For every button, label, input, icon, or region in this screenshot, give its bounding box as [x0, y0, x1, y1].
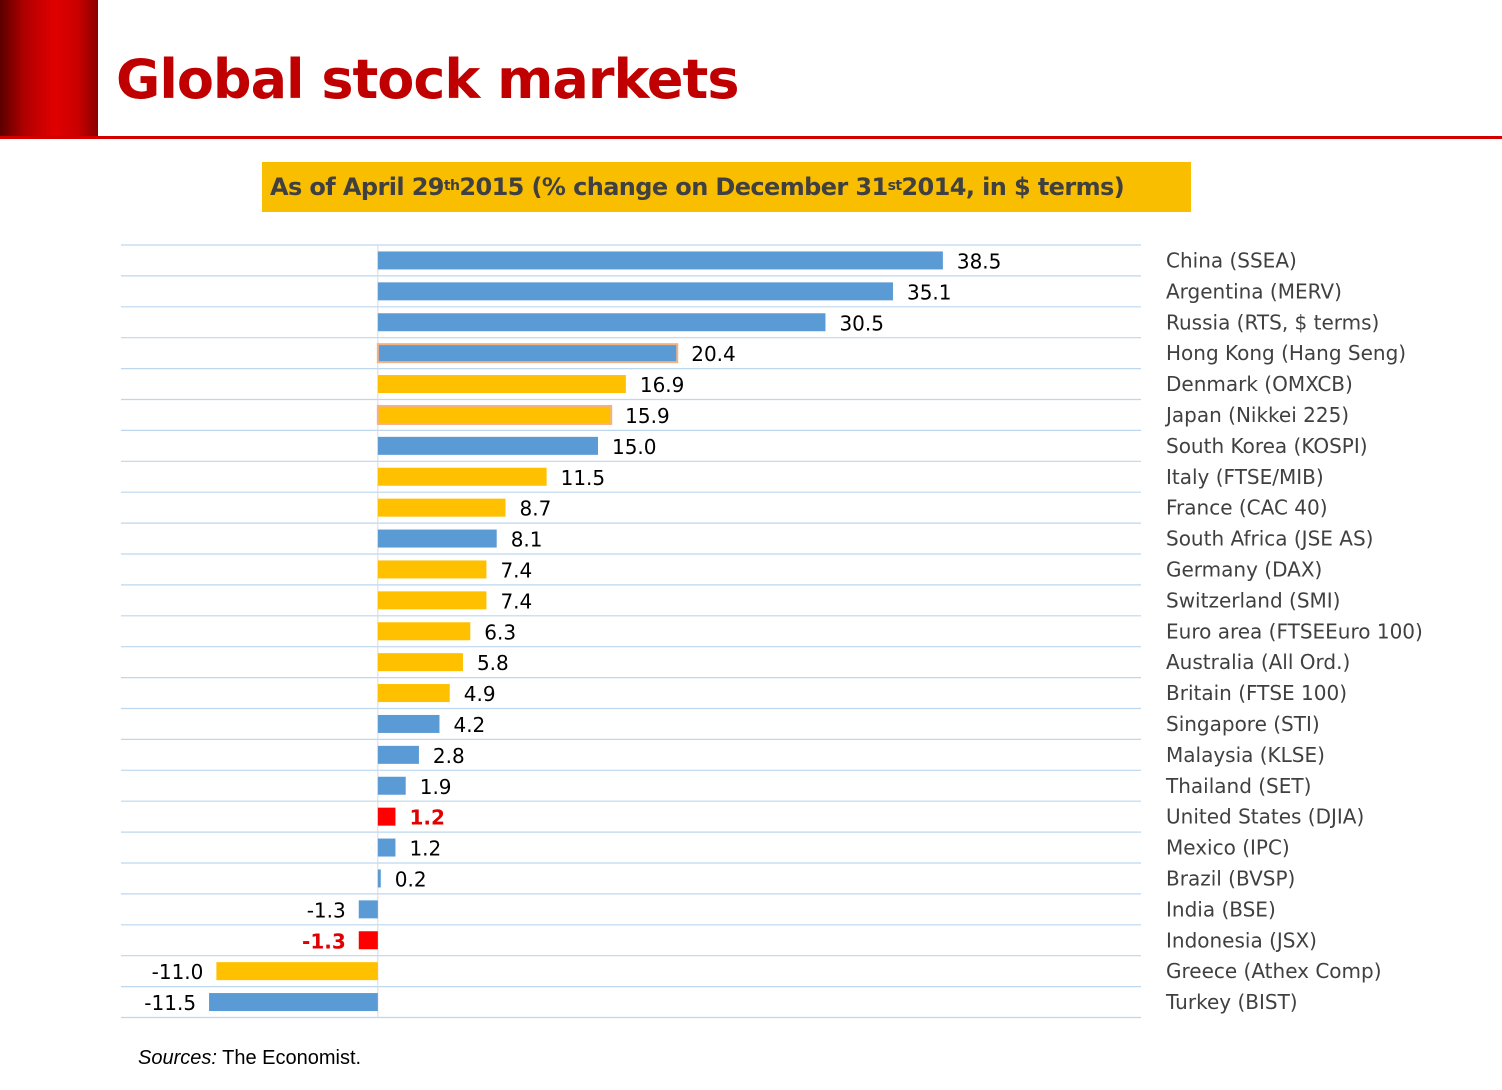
- category-label: Brazil (BVSP): [1166, 866, 1295, 890]
- category-label: France (CAC 40): [1166, 496, 1328, 520]
- category-label: Britain (FTSE 100): [1166, 681, 1347, 705]
- title-accent-block: [0, 0, 98, 137]
- value-label: 1.2: [409, 806, 444, 830]
- category-label: South Korea (KOSPI): [1166, 434, 1368, 458]
- category-label: Hong Kong (Hang Seng): [1166, 341, 1406, 365]
- value-label: 7.4: [500, 589, 532, 613]
- bar-23: [216, 962, 378, 981]
- category-label: Greece (Athex Comp): [1166, 959, 1382, 983]
- category-label: Germany (DAX): [1166, 557, 1322, 581]
- bar-18: [377, 807, 396, 826]
- bar-8: [377, 498, 506, 517]
- bar-24: [209, 993, 378, 1012]
- bar-2: [377, 313, 826, 332]
- value-label: 6.3: [484, 620, 516, 644]
- bar-17: [377, 776, 406, 795]
- value-label: -1.3: [307, 898, 346, 922]
- value-label: 0.2: [395, 867, 427, 891]
- category-label: India (BSE): [1166, 897, 1276, 921]
- category-label: Russia (RTS, $ terms): [1166, 310, 1379, 334]
- category-label: China (SSEA): [1166, 248, 1297, 272]
- category-label: Italy (FTSE/MIB): [1166, 465, 1324, 489]
- category-label: Switzerland (SMI): [1166, 588, 1340, 612]
- value-label: 4.2: [453, 713, 485, 737]
- sources-note: Sources: The Economist.: [138, 1047, 361, 1070]
- bar-1: [377, 282, 893, 301]
- value-label: 7.4: [500, 558, 532, 582]
- value-label: 4.9: [464, 682, 496, 706]
- value-label: 16.9: [640, 373, 685, 397]
- value-label: 38.5: [957, 249, 1002, 273]
- title-divider: [0, 136, 1502, 139]
- category-label: Euro area (FTSEEuro 100): [1166, 619, 1423, 643]
- sources-text: The Economist.: [216, 1047, 362, 1069]
- category-label: Mexico (IPC): [1166, 836, 1290, 860]
- bar-7: [377, 467, 547, 486]
- category-label: Argentina (MERV): [1166, 279, 1342, 303]
- category-label: United States (DJIA): [1166, 805, 1364, 829]
- value-label: -1.3: [302, 929, 346, 953]
- bar-4: [377, 375, 626, 394]
- bar-5: [376, 404, 613, 425]
- value-label: 15.0: [612, 435, 657, 459]
- bar-20: [377, 869, 381, 888]
- value-label: 15.9: [625, 404, 670, 428]
- value-label: 35.1: [907, 280, 952, 304]
- value-label: 11.5: [561, 466, 606, 490]
- bar-11: [377, 591, 487, 610]
- bar-16: [377, 745, 419, 764]
- subtitle-part3: 2014, in $ terms): [901, 173, 1125, 201]
- value-label: 2.8: [433, 744, 465, 768]
- value-label: 1.2: [409, 837, 441, 861]
- bar-19: [377, 838, 396, 857]
- bar-22: [358, 931, 378, 950]
- category-label: Singapore (STI): [1166, 712, 1320, 736]
- bar-6: [377, 436, 598, 455]
- category-label: Indonesia (JSX): [1166, 928, 1317, 952]
- value-label: 8.7: [520, 497, 552, 521]
- bar-15: [377, 714, 440, 733]
- category-label: Thailand (SET): [1165, 774, 1311, 798]
- bar-3: [376, 343, 679, 364]
- category-label: South Africa (JSE AS): [1166, 527, 1373, 551]
- bar-21: [358, 900, 378, 919]
- value-label: 8.1: [511, 528, 543, 552]
- category-label: Turkey (BIST): [1165, 990, 1298, 1014]
- category-label: Australia (All Ord.): [1166, 650, 1350, 674]
- bar-14: [377, 684, 450, 703]
- value-label: 1.9: [420, 775, 452, 799]
- bar-10: [377, 560, 487, 579]
- bar-13: [377, 653, 463, 672]
- sources-label: Sources:: [138, 1047, 217, 1069]
- category-label: Japan (Nikkei 225): [1164, 403, 1349, 427]
- subtitle-sup1: th: [443, 178, 460, 194]
- value-label: -11.0: [152, 960, 204, 984]
- bar-9: [377, 529, 497, 548]
- value-label: 20.4: [691, 342, 736, 366]
- page-title: Global stock markets: [116, 48, 739, 111]
- subtitle-part2: 2015 (% change on December 31: [459, 173, 888, 201]
- subtitle-sup2: st: [887, 178, 902, 194]
- category-label: Malaysia (KLSE): [1166, 743, 1325, 767]
- bar-0: [377, 251, 943, 270]
- category-label: Denmark (OMXCB): [1166, 372, 1353, 396]
- value-label: -11.5: [144, 991, 196, 1015]
- value-label: 5.8: [477, 651, 509, 675]
- bar-12: [377, 622, 471, 641]
- subtitle-part1: As of April 29: [270, 173, 445, 201]
- value-label: 30.5: [839, 311, 884, 335]
